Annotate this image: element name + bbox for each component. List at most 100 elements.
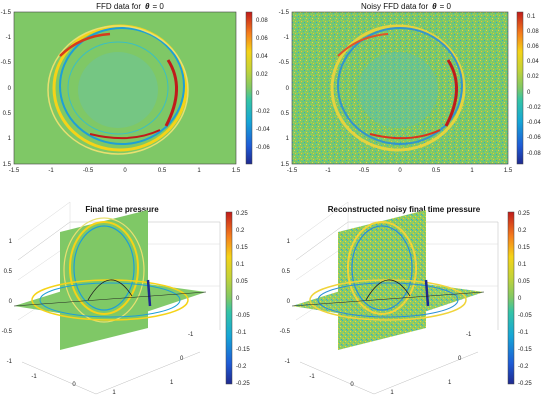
panel1-xticks: -1.5 -1 -0.5 0 0.5 1 1.5 <box>9 168 241 174</box>
svg-text:0.02: 0.02 <box>256 72 268 78</box>
svg-text:0: 0 <box>8 86 12 92</box>
svg-text:0.5: 0.5 <box>4 269 13 275</box>
svg-text:-0.5: -0.5 <box>359 168 370 174</box>
panel1-colorbar <box>245 11 253 165</box>
panel4-rings <box>291 221 485 321</box>
svg-text:-0.5: -0.5 <box>1 60 12 66</box>
svg-text:-1.5: -1.5 <box>1 10 12 16</box>
svg-text:-0.06: -0.06 <box>256 145 270 151</box>
svg-text:1: 1 <box>170 380 174 386</box>
panel2-xticks: -1.5 -1 -0.5 0 0.5 1 1.5 <box>287 168 513 174</box>
svg-text:0: 0 <box>123 168 127 174</box>
panel4-zticks: 1 0.5 0 -0.5 -1 <box>280 239 291 365</box>
svg-text:1.5: 1.5 <box>232 168 241 174</box>
svg-text:-0.15: -0.15 <box>236 347 250 353</box>
svg-text:0: 0 <box>180 356 184 362</box>
svg-text:1: 1 <box>448 380 452 386</box>
svg-text:0.5: 0.5 <box>432 168 441 174</box>
svg-text:0.15: 0.15 <box>518 245 530 251</box>
svg-text:0.1: 0.1 <box>527 14 536 20</box>
svg-text:0: 0 <box>236 296 240 302</box>
svg-text:0: 0 <box>287 299 291 305</box>
panel3-colorbar <box>225 211 233 385</box>
svg-text:1: 1 <box>197 168 201 174</box>
panel3-base <box>21 351 201 395</box>
panel2-title: Noisy FFD data for θ = 0 <box>361 2 452 11</box>
svg-text:0.1: 0.1 <box>236 262 245 268</box>
svg-text:1: 1 <box>390 390 394 396</box>
svg-text:0: 0 <box>9 299 13 305</box>
svg-text:-1: -1 <box>325 168 331 174</box>
svg-text:-0.5: -0.5 <box>83 168 94 174</box>
svg-text:0.04: 0.04 <box>256 54 268 60</box>
svg-text:-0.02: -0.02 <box>256 109 270 115</box>
svg-text:0: 0 <box>518 296 522 302</box>
panel4-yticks: -1 0 1 <box>448 332 472 386</box>
svg-text:-0.2: -0.2 <box>236 364 247 370</box>
svg-text:0: 0 <box>458 356 462 362</box>
svg-text:0.08: 0.08 <box>256 18 268 24</box>
panel4-horizontal-slice <box>292 278 484 322</box>
svg-text:-0.15: -0.15 <box>518 347 532 353</box>
svg-text:-0.25: -0.25 <box>236 381 250 387</box>
svg-text:-0.25: -0.25 <box>518 381 532 387</box>
svg-text:-1: -1 <box>285 359 291 365</box>
panel2-colorbar <box>516 11 524 165</box>
svg-text:0.06: 0.06 <box>256 36 268 42</box>
svg-text:1: 1 <box>8 136 12 142</box>
svg-text:0.05: 0.05 <box>236 279 248 285</box>
panel2-colorbar-ticks: 0.1 0.08 0.06 0.04 0.02 0 -0.02 -0.04 -0… <box>527 14 541 157</box>
svg-text:-0.04: -0.04 <box>256 127 270 133</box>
svg-text:0: 0 <box>286 86 290 92</box>
svg-text:0.5: 0.5 <box>158 168 167 174</box>
svg-text:-0.06: -0.06 <box>527 135 541 141</box>
svg-text:0.5: 0.5 <box>3 111 12 117</box>
svg-text:-0.05: -0.05 <box>236 313 250 319</box>
svg-text:-0.08: -0.08 <box>527 151 541 157</box>
svg-text:-1.5: -1.5 <box>287 168 298 174</box>
svg-text:0.2: 0.2 <box>518 228 527 234</box>
svg-text:0.02: 0.02 <box>527 74 539 80</box>
svg-text:0: 0 <box>398 168 402 174</box>
panel3-yticks: -1 0 1 <box>170 332 194 386</box>
svg-text:1: 1 <box>470 168 474 174</box>
svg-text:-1.5: -1.5 <box>9 168 20 174</box>
svg-text:-0.5: -0.5 <box>279 60 290 66</box>
svg-text:-0.1: -0.1 <box>518 330 529 336</box>
svg-text:1.5: 1.5 <box>504 168 513 174</box>
svg-text:-1: -1 <box>31 374 37 380</box>
panel1-colorbar-ticks: 0.08 0.06 0.04 0.02 0 -0.02 -0.04 -0.06 <box>256 18 270 151</box>
svg-text:0.05: 0.05 <box>518 279 530 285</box>
svg-text:0.5: 0.5 <box>281 111 290 117</box>
svg-text:0.2: 0.2 <box>236 228 245 234</box>
svg-text:-0.04: -0.04 <box>527 120 541 126</box>
svg-text:0.25: 0.25 <box>518 211 530 217</box>
panel4-colorbar-ticks: 0.25 0.2 0.15 0.1 0.05 0 -0.05 -0.1 -0.1… <box>518 211 532 387</box>
svg-text:-1: -1 <box>6 35 12 41</box>
svg-text:-1: -1 <box>466 332 472 338</box>
svg-text:-1.5: -1.5 <box>279 10 290 16</box>
svg-text:1.5: 1.5 <box>3 162 12 168</box>
svg-text:-0.2: -0.2 <box>518 364 529 370</box>
svg-text:-0.5: -0.5 <box>280 329 291 335</box>
svg-text:0: 0 <box>256 91 260 97</box>
panel2-yticks: -1.5 -1 -0.5 0 0.5 1 1.5 <box>279 10 290 168</box>
svg-text:-0.05: -0.05 <box>518 313 532 319</box>
svg-text:0.1: 0.1 <box>518 262 527 268</box>
svg-text:-0.02: -0.02 <box>527 105 541 111</box>
svg-text:0.5: 0.5 <box>282 269 291 275</box>
svg-text:1: 1 <box>112 390 116 396</box>
svg-text:0.15: 0.15 <box>236 245 248 251</box>
svg-text:-0.5: -0.5 <box>2 329 13 335</box>
svg-text:0.25: 0.25 <box>236 211 248 217</box>
panel3-horizontal-slice <box>14 278 206 322</box>
panel3-zticks: 1 0.5 0 -0.5 -1 <box>2 239 13 365</box>
svg-text:0: 0 <box>350 382 354 388</box>
svg-text:-1: -1 <box>309 374 315 380</box>
svg-text:-1: -1 <box>284 35 290 41</box>
panel3-rings <box>13 217 207 323</box>
panel4-colorbar <box>507 211 515 385</box>
svg-text:-1: -1 <box>188 332 194 338</box>
svg-text:-0.1: -0.1 <box>236 330 247 336</box>
panel1-rings <box>47 24 189 155</box>
